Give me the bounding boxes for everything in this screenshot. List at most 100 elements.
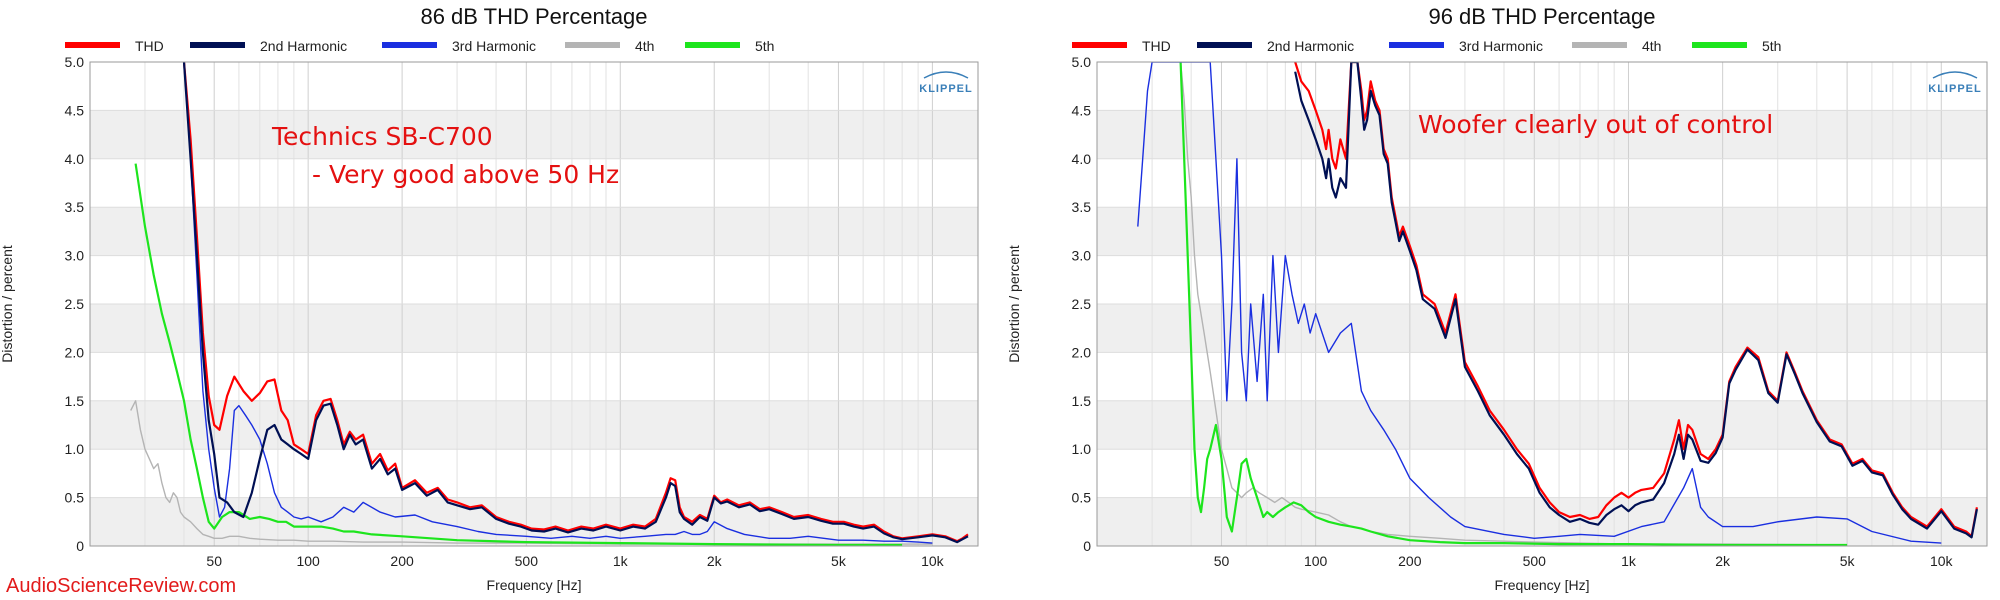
logo-text: KLIPPEL: [1928, 83, 1981, 95]
x-tick-label: 1k: [1621, 553, 1637, 569]
grid-band: [90, 207, 978, 256]
y-tick-label: 3.0: [1072, 248, 1092, 264]
annotation-2: - Very good above 50 Hz: [312, 160, 619, 189]
y-tick-label: 0: [76, 538, 84, 554]
x-tick-label: 5k: [1840, 553, 1856, 569]
x-tick-label: 200: [390, 553, 414, 569]
grid-band: [1097, 304, 1987, 353]
y-tick-label: 1.5: [65, 393, 85, 409]
series-line-5th: [1179, 62, 1848, 546]
grid-band: [1097, 207, 1987, 256]
chart-panel-1: 86 dB THD Percentage THD 2nd Harmonic 3rd H…: [0, 4, 979, 593]
plot-frame: [89, 61, 979, 547]
y-tick-label: 0.5: [1072, 490, 1092, 506]
y-tick-label: 2.5: [65, 296, 85, 312]
y-tick-label: 1.0: [65, 441, 85, 457]
series-line-2nd-harmonic: [1294, 62, 1978, 539]
x-axis-label: Frequency [Hz]: [487, 577, 582, 593]
series-line-5th: [134, 163, 903, 546]
grid-band: [90, 400, 978, 450]
legend-swatch-1: [65, 42, 120, 48]
y-axis-label: Distortion / percent: [0, 245, 15, 363]
y-tick-label: 1.0: [1072, 441, 1092, 457]
y-tick-label: 2.0: [1072, 344, 1092, 360]
legend-swatch-3: [382, 42, 437, 48]
y-tick-label: 1.5: [1072, 393, 1092, 409]
series-group: [130, 62, 969, 546]
y-tick-label: 4.5: [1072, 102, 1092, 118]
annotation-1: Woofer clearly out of control: [1418, 110, 1773, 139]
watermark: AudioScienceReview.com: [6, 575, 236, 597]
x-tick-label: 2k: [707, 553, 723, 569]
x-tick-label: 5k: [831, 553, 847, 569]
logo-arc: [923, 71, 969, 79]
grid-band: [1097, 110, 1987, 159]
legend-label-5: 5th: [755, 38, 774, 54]
logo-arc: [1932, 71, 1978, 79]
y-tick-label: 5.0: [1072, 54, 1092, 70]
legend-swatch-2: [190, 42, 245, 48]
legend-label-5: 5th: [1762, 38, 1781, 54]
legend-label-4: 4th: [635, 38, 654, 54]
series-line-thd: [182, 62, 969, 543]
series-line-3rd-harmonic: [183, 62, 933, 544]
legend: THD 2nd Harmonic 3rd Harmonic 4th 5th: [1072, 38, 1781, 54]
x-axis-label: Frequency [Hz]: [1495, 577, 1590, 593]
grid: [89, 61, 978, 547]
x-tick-label: 10k: [921, 553, 945, 569]
legend-label-4: 4th: [1642, 38, 1661, 54]
chart-panel-2: 96 dB THD Percentage THD 2nd Harmonic 3rd H…: [1006, 4, 1988, 593]
grid-band: [1097, 400, 1987, 450]
y-tick-label: 5.0: [65, 54, 85, 70]
x-tick-label: 10k: [1930, 553, 1954, 569]
legend-swatch-3: [1389, 42, 1444, 48]
y-tick-label: 4.5: [65, 102, 85, 118]
series-line-4th: [130, 400, 933, 545]
legend-label-3: 3rd Harmonic: [452, 38, 536, 54]
chart-title: 86 dB THD Percentage: [420, 4, 647, 29]
y-tick-label: 0: [1083, 538, 1091, 554]
x-tick-label: 100: [296, 553, 320, 569]
legend-swatch-2: [1197, 42, 1252, 48]
y-tick-label: 0.5: [65, 490, 85, 506]
series-line-thd: [1294, 62, 1978, 538]
legend-swatch-1: [1072, 42, 1127, 48]
y-tick-label: 4.0: [65, 151, 85, 167]
y-tick-label: 3.5: [1072, 199, 1092, 215]
legend-swatch-5: [685, 42, 740, 48]
series-line-2nd-harmonic: [182, 62, 969, 544]
legend: THD 2nd Harmonic 3rd Harmonic 4th 5th: [65, 38, 774, 54]
x-tick-label: 500: [515, 553, 539, 569]
y-tick-label: 4.0: [1072, 151, 1092, 167]
klippel-logo: KLIPPEL: [1928, 71, 1981, 95]
legend-label-1: THD: [135, 38, 164, 54]
series-line-3rd-harmonic: [1137, 62, 1942, 544]
y-tick-label: 3.5: [65, 199, 85, 215]
grid-band: [90, 304, 978, 353]
x-tick-label: 50: [206, 553, 222, 569]
legend-label-2: 2nd Harmonic: [260, 38, 347, 54]
y-tick-label: 2.0: [65, 344, 85, 360]
y-tick-label: 2.5: [1072, 296, 1092, 312]
y-axis-label: Distortion / percent: [1006, 245, 1022, 363]
grid-band: [90, 110, 978, 159]
legend-label-2: 2nd Harmonic: [1267, 38, 1354, 54]
annotation-1: Technics SB-C700: [271, 122, 493, 151]
legend-swatch-5: [1692, 42, 1747, 48]
x-tick-label: 100: [1304, 553, 1328, 569]
legend-swatch-4: [565, 42, 620, 48]
x-tick-label: 1k: [613, 553, 629, 569]
x-tick-label: 2k: [1715, 553, 1731, 569]
series-group: [1137, 62, 1978, 546]
legend-label-1: THD: [1142, 38, 1171, 54]
x-tick-label: 50: [1214, 553, 1230, 569]
klippel-logo: KLIPPEL: [919, 71, 972, 95]
plot-frame: [1096, 61, 1988, 547]
x-tick-label: 200: [1398, 553, 1422, 569]
series-line-4th: [1179, 62, 1848, 546]
logo-text: KLIPPEL: [919, 83, 972, 95]
legend-swatch-4: [1572, 42, 1627, 48]
chart-title: 96 dB THD Percentage: [1428, 4, 1655, 29]
y-tick-label: 3.0: [65, 248, 85, 264]
